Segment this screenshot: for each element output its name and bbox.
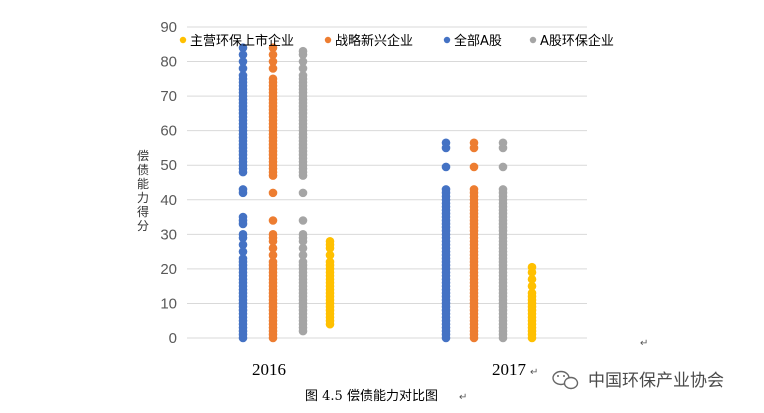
watermark-text: 中国环保产业协会 bbox=[588, 371, 724, 391]
data-point bbox=[298, 250, 308, 260]
y-tick-label: 50 bbox=[160, 157, 177, 174]
legend-item: 全部A股 bbox=[443, 33, 502, 49]
data-point bbox=[268, 250, 278, 260]
data-point bbox=[298, 257, 308, 267]
gridlines bbox=[187, 26, 587, 339]
data-point bbox=[238, 71, 248, 80]
legend-item: 战略新兴企业 bbox=[324, 33, 413, 49]
data-point bbox=[238, 50, 248, 59]
data-point bbox=[238, 57, 248, 66]
y-axis-label-char: 得 bbox=[137, 204, 149, 219]
legend-label: 主营环保上市企业 bbox=[190, 33, 294, 49]
data-point bbox=[268, 257, 278, 267]
data-point bbox=[498, 138, 508, 148]
data-point bbox=[268, 43, 278, 53]
legend-label: 战略新兴企业 bbox=[335, 33, 413, 49]
paragraph-mark: ↵ bbox=[459, 392, 467, 403]
y-tick-label: 10 bbox=[160, 295, 177, 312]
legend-item: 主营环保上市企业 bbox=[179, 33, 294, 49]
data-point bbox=[238, 230, 248, 239]
legend-label: A股环保企业 bbox=[540, 33, 614, 49]
data-point bbox=[469, 138, 479, 148]
y-tick-label: 70 bbox=[160, 88, 177, 105]
data-point bbox=[325, 236, 335, 246]
data-point bbox=[238, 43, 248, 53]
data-point bbox=[238, 212, 248, 222]
paragraph-mark: ↵ bbox=[530, 367, 538, 378]
legend-marker bbox=[179, 36, 187, 44]
data-point bbox=[268, 188, 278, 198]
data-point bbox=[527, 262, 537, 272]
data-point bbox=[298, 216, 308, 225]
y-tick-label: 90 bbox=[160, 19, 177, 36]
data-point bbox=[268, 216, 278, 225]
y-axis-label-char: 力 bbox=[137, 191, 149, 205]
data-point bbox=[298, 230, 308, 239]
data-point bbox=[238, 247, 248, 256]
legend-label: 全部A股 bbox=[454, 33, 502, 49]
y-tick-label: 60 bbox=[160, 123, 177, 140]
y-axis-label-char: 债 bbox=[137, 163, 149, 177]
data-point bbox=[238, 254, 248, 263]
data-point bbox=[268, 74, 278, 84]
y-axis-label-char: 偿 bbox=[137, 148, 149, 163]
paragraph-mark: ↵ bbox=[640, 338, 648, 349]
y-tick-label: 80 bbox=[160, 54, 177, 71]
x-category-label: 2016 bbox=[252, 360, 286, 379]
y-tick-labels: 0 10 20 30 40 50 60 70 80 90 bbox=[160, 19, 177, 347]
wechat-icon bbox=[552, 370, 579, 390]
y-tick-label: 30 bbox=[160, 226, 177, 243]
data-point bbox=[325, 250, 335, 260]
data-point bbox=[441, 162, 451, 172]
watermark: 中国环保产业协会 bbox=[552, 370, 724, 391]
data-point bbox=[469, 185, 479, 194]
x-category-label: 2017 bbox=[492, 360, 527, 379]
y-tick-label: 0 bbox=[169, 330, 177, 347]
y-axis-label-char: 分 bbox=[137, 219, 149, 233]
data-point bbox=[498, 185, 508, 194]
data-point bbox=[238, 185, 248, 194]
data-point bbox=[325, 257, 335, 267]
data-point bbox=[268, 57, 278, 66]
data-point bbox=[527, 281, 537, 291]
y-axis-label-char: 能 bbox=[137, 177, 149, 191]
legend-marker bbox=[443, 36, 451, 44]
legend: 主营环保上市企业 战略新兴企业 全部A股 A股环保企业 bbox=[179, 33, 614, 49]
data-point bbox=[498, 162, 508, 172]
y-tick-label: 40 bbox=[160, 192, 177, 209]
data-points bbox=[238, 43, 537, 343]
data-point bbox=[298, 46, 308, 56]
data-point bbox=[298, 57, 308, 66]
data-point bbox=[298, 188, 308, 198]
data-point bbox=[238, 240, 248, 249]
data-point bbox=[238, 64, 248, 73]
y-tick-label: 20 bbox=[160, 261, 177, 278]
data-point bbox=[268, 64, 278, 73]
data-point bbox=[268, 230, 278, 239]
legend-marker bbox=[324, 36, 332, 44]
legend-item: A股环保企业 bbox=[529, 33, 614, 49]
data-point bbox=[441, 138, 451, 148]
data-point bbox=[441, 185, 451, 194]
data-point bbox=[298, 243, 308, 253]
data-point bbox=[298, 71, 308, 80]
data-point bbox=[527, 274, 537, 284]
data-point bbox=[527, 288, 537, 298]
data-point bbox=[469, 162, 479, 172]
data-point bbox=[298, 64, 308, 73]
legend-marker bbox=[529, 36, 537, 44]
data-point bbox=[268, 243, 278, 253]
figure-caption: 图 4.5 偿债能力对比图 bbox=[305, 389, 438, 404]
data-point bbox=[268, 50, 278, 59]
